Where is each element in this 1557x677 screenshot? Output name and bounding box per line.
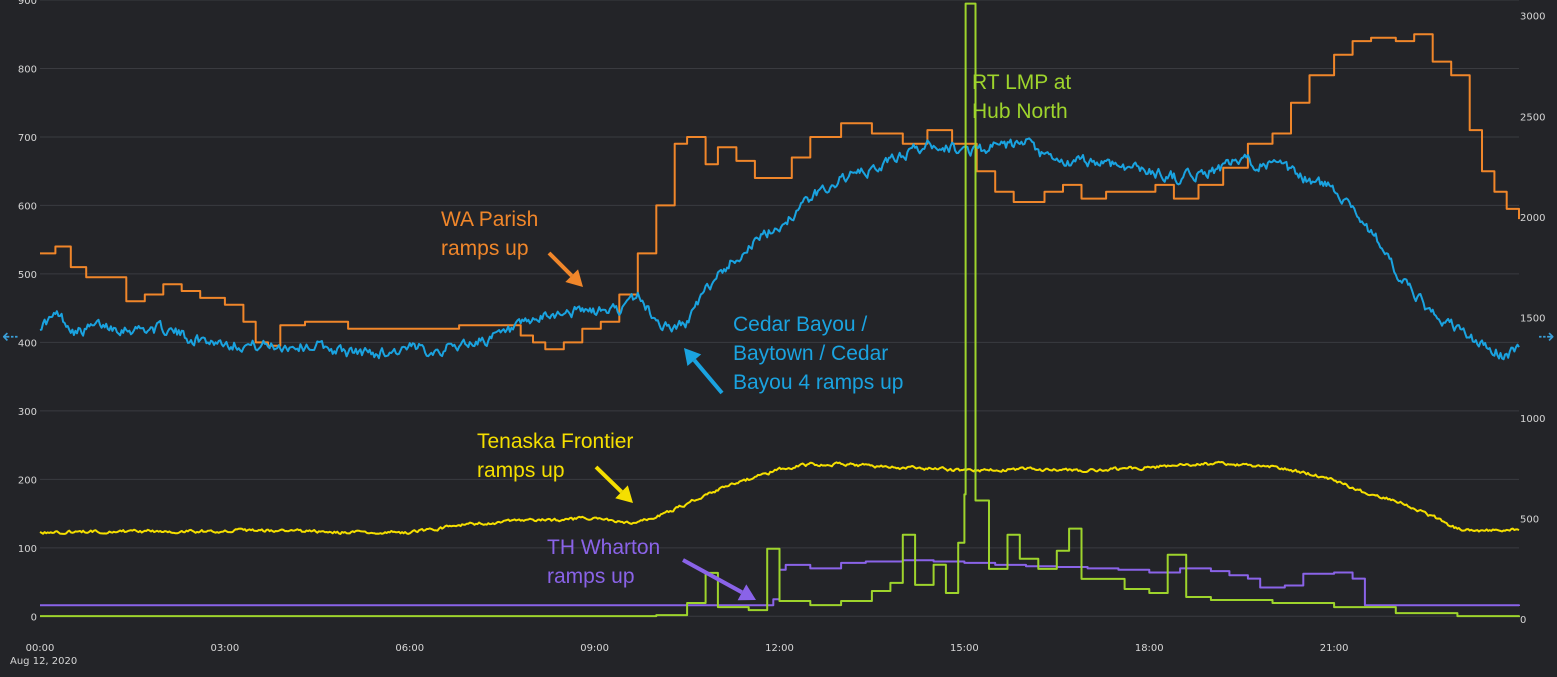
y-left-tick-label: 900 — [18, 0, 37, 7]
y-left-tick-label: 700 — [18, 133, 37, 144]
series-line-tenaska-frontier — [39, 460, 1520, 535]
annotation-label: Tenaska Frontier ramps up — [477, 430, 633, 482]
annotation-arrow-shaft — [682, 558, 743, 595]
y-left-tick-label: 300 — [18, 407, 37, 418]
annotation-arrow-shaft — [547, 251, 574, 278]
annotation-label: RT LMP at Hub North — [972, 71, 1071, 123]
x-tick-label: 12:00 — [765, 643, 794, 654]
annotation-arrow-shaft — [692, 358, 724, 395]
y-left-tick-label: 800 — [18, 64, 37, 75]
annotation-line: Hub North — [972, 100, 1068, 123]
y-left-tick-label: 400 — [18, 338, 37, 349]
annotation-line: ramps up — [477, 459, 565, 482]
y-right-tick-label: 2000 — [1520, 213, 1545, 224]
scroll-left-arrow-icon[interactable]: ⇠ — [2, 324, 19, 348]
y-left-tick-label: 200 — [18, 475, 37, 486]
y-right-tick-label: 2500 — [1520, 112, 1545, 123]
x-tick-label: 15:00 — [950, 643, 979, 654]
series-line-rt-lmp-at-hub-north — [40, 2, 1520, 618]
annotation-line: Bayou 4 ramps up — [733, 371, 903, 394]
y-left-tick-label: 100 — [18, 544, 37, 555]
annotation-arrow-head — [615, 485, 633, 503]
grid — [40, 0, 1519, 617]
y-right-tick-label: 0 — [1520, 615, 1526, 626]
annotation-line: RT LMP at — [972, 71, 1071, 94]
series-layer — [39, 2, 1520, 618]
y-right-tick-label: 1500 — [1520, 313, 1545, 324]
annotation-line: ramps up — [441, 237, 529, 260]
annotation-line: Cedar Bayou / — [733, 313, 867, 336]
y-right-tick-label: 500 — [1520, 515, 1539, 526]
x-tick-label: 00:00 — [26, 643, 55, 654]
annotation-line: TH Wharton — [547, 536, 660, 559]
annotation-arrow-head — [737, 584, 756, 601]
annotation-label: WA Parish ramps up — [441, 208, 538, 260]
scroll-right-arrow-icon[interactable]: ⇢ — [1538, 324, 1555, 348]
y-right-tick-label: 3000 — [1520, 12, 1545, 23]
y-left-tick-label: 500 — [18, 270, 37, 281]
x-tick-label: 09:00 — [580, 643, 609, 654]
x-tick-label: 18:00 — [1135, 643, 1164, 654]
annotation-line: WA Parish — [441, 208, 538, 231]
x-tick-label: 03:00 — [210, 643, 239, 654]
axes: 0 100 200 300 400 500 600 700 800 900 0 500 1000 1500… — [10, 0, 1545, 667]
series-line-th-wharton — [40, 559, 1520, 607]
annotation-line: ramps up — [547, 565, 635, 588]
annotation-labels: WA Parish ramps up Cedar Bayou / Baytown / … — [441, 71, 1071, 588]
x-date-label: Aug 12, 2020 — [10, 656, 77, 667]
annotation-label: Cedar Bayou / Baytown / Cedar Bayou 4 ramp… — [733, 313, 903, 394]
annotation-label: TH Wharton ramps up — [547, 536, 660, 588]
annotation-arrow-shaft — [594, 465, 623, 494]
y-left-tick-label: 0 — [31, 612, 37, 623]
annotation-arrows — [547, 251, 756, 601]
series-line-cedar-bayou-baytown-cedar-bayou-4 — [39, 137, 1520, 361]
annotation-arrow-head — [684, 348, 702, 367]
series-line-wa-parish — [40, 33, 1520, 351]
annotation-arrow-head — [565, 269, 583, 287]
y-right-tick-label: 1000 — [1520, 414, 1545, 425]
x-tick-label: 21:00 — [1320, 643, 1349, 654]
x-tick-label: 06:00 — [395, 643, 424, 654]
annotation-line: Tenaska Frontier — [477, 430, 633, 453]
y-left-tick-label: 600 — [18, 201, 37, 212]
annotation-line: Baytown / Cedar — [733, 342, 888, 365]
